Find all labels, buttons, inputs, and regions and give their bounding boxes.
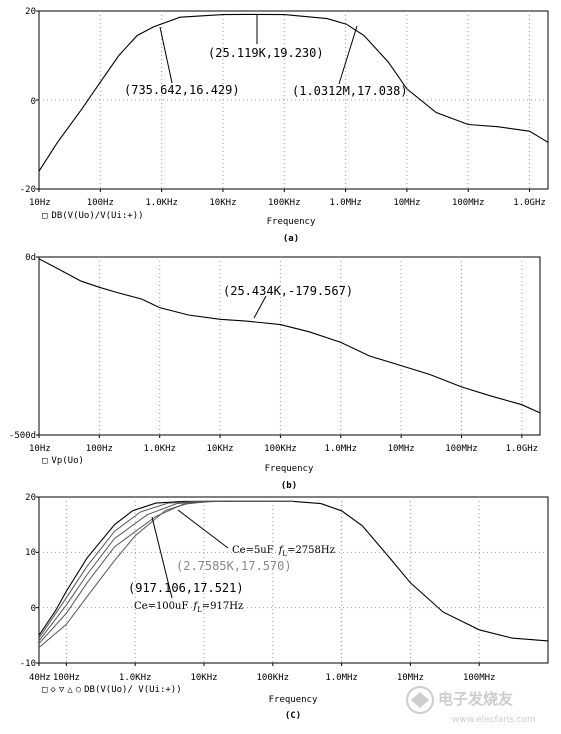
chart-a-xlabel: Frequency — [267, 217, 316, 227]
chart-b-leader — [254, 296, 266, 318]
chart-b-xtick-label: 1.0KHz — [143, 444, 176, 454]
chart-b-caption: (b) — [281, 481, 297, 491]
chart-c-legend-label: DB(V(Uo)/ V(Ui:+)) — [84, 685, 182, 695]
chart-c-series-1 — [39, 501, 548, 641]
chart-a-caption: (a) — [283, 234, 299, 244]
chart-c-leader-5uf — [178, 510, 228, 548]
chart-b-ytick-bottom: -500d — [9, 431, 36, 441]
chart-c-grid — [36, 497, 548, 666]
chart-a-ytick-mid: 0 — [31, 97, 36, 107]
chart-a-xtick-label: 10MHz — [393, 198, 420, 208]
chart-c-xtick-label: 1.0MHz — [325, 673, 358, 683]
chart-c-note-100uf: Ce=100uF fL=917Hz — [134, 601, 243, 614]
chart-a-xtick-label: 100KHz — [268, 198, 301, 208]
chart-b-xtick-label: 100MHz — [445, 444, 478, 454]
chart-a-ytick-top: 20 — [25, 7, 36, 17]
chart-c-legend-marker-triangle: △ — [67, 685, 73, 695]
chart-c-xtick-label: 10KHz — [190, 673, 217, 683]
chart-b-xtick-label: 10MHz — [388, 444, 415, 454]
chart-c-note-5uf-prefix: Ce=5uF — [232, 545, 274, 556]
chart-c-legend-marker-square: □ — [42, 685, 48, 695]
chart-c-note-100uf-value: =917Hz — [202, 601, 243, 612]
watermark-text: 电子发烧友 — [438, 690, 513, 708]
chart-c-frame — [39, 497, 548, 663]
chart-a-xtick-label: 1.0MHz — [329, 198, 362, 208]
chart-c-note-5uf-value: =2758Hz — [287, 545, 335, 556]
chart-b-xtick-label: 100KHz — [264, 444, 297, 454]
chart-a-grid — [36, 11, 548, 192]
chart-c: 20 10 0 -10 40Hz 100Hz 1.0KHz 10KHz 100KHz 1.… — [20, 493, 548, 721]
chart-a-legend-label: DB(V(Uo)/V(Ui:+)) — [51, 211, 143, 221]
chart-c-ytick-minus10: -10 — [20, 659, 36, 669]
chart-c-series-group — [39, 501, 548, 647]
chart-a-xtick-label: 1.0GHz — [513, 198, 546, 208]
chart-b-xlabel: Frequency — [265, 464, 314, 474]
chart-b: 0d -500d 10Hz 100Hz 1.0KHz 10KHz 100KHz 1.0MH… — [9, 253, 540, 491]
chart-c-legend: □ ◇ ▽ △ ○ DB(V(Uo)/ V(Ui:+)) — [42, 685, 182, 695]
chart-a-xticks: 10Hz 100Hz 1.0KHz 10KHz 100KHz 1.0MHz 10MHz 100… — [29, 198, 546, 208]
chart-c-xtick-label: 10MHz — [397, 673, 424, 683]
chart-a-legend-marker: □ — [42, 211, 48, 221]
chart-a-annotation-right: (1.0312M,17.038) — [292, 84, 408, 98]
chart-c-annotation-2758: (2.7585K,17.570) — [176, 559, 292, 573]
chart-a-annotation-left: (735.642,16.429) — [124, 83, 240, 97]
chart-b-ytick-top: 0d — [25, 253, 36, 263]
chart-b-xtick-label: 1.0MHz — [325, 444, 358, 454]
chart-b-legend-label: Vp(Uo) — [51, 456, 84, 466]
chart-a-xtick-label: 10KHz — [209, 198, 236, 208]
chart-c-caption: (C) — [285, 711, 301, 721]
chart-c-legend-marker-diamond: ◇ — [50, 685, 56, 695]
chart-c-xtick-label: 1.0KHz — [119, 673, 152, 683]
chart-c-xlabel: Frequency — [269, 695, 318, 705]
chart-b-legend: □ Vp(Uo) — [42, 456, 84, 466]
chart-a-xtick-label: 1.0KHz — [145, 198, 178, 208]
chart-a-legend: □ DB(V(Uo)/V(Ui:+)) — [42, 211, 144, 221]
chart-b-series-phase — [39, 259, 540, 413]
chart-a-ytick-bottom: -20 — [20, 185, 36, 195]
chart-a-xtick-label: 100MHz — [452, 198, 485, 208]
chart-c-ytick-0: 0 — [31, 604, 36, 614]
chart-c-xtick-label: 100KHz — [257, 673, 290, 683]
chart-c-note-5uf: Ce=5uF fL=2758Hz — [232, 545, 335, 558]
watermark: 电子发烧友 www.elecfans.com — [407, 687, 536, 725]
chart-c-legend-marker-circle: ○ — [76, 685, 82, 695]
watermark-logo-glyph-icon — [411, 692, 429, 708]
chart-c-legend-marker-down-triangle: ▽ — [59, 685, 65, 695]
chart-c-xticks: 40Hz 100Hz 1.0KHz 10KHz 100KHz 1.0MHz 10MHz 100… — [29, 673, 495, 683]
chart-c-annotation-917: (917.106,17.521) — [128, 581, 244, 595]
chart-b-legend-marker: □ — [42, 456, 48, 466]
chart-c-ytick-10: 10 — [25, 548, 36, 558]
chart-c-xtick-label: 100MHz — [463, 673, 496, 683]
chart-a: 20 0 -20 10Hz 100Hz 1.0KHz 10KHz 100KHz 1.0MH… — [20, 7, 548, 244]
chart-b-xticks: 10Hz 100Hz 1.0KHz 10KHz 100KHz 1.0MHz 10MHz 100… — [29, 444, 538, 454]
chart-a-xtick-label: 100Hz — [87, 198, 114, 208]
chart-b-xtick-label: 100Hz — [86, 444, 113, 454]
chart-a-annotation-center: (25.119K,19.230) — [208, 46, 324, 60]
watermark-url: www.elecfans.com — [452, 715, 536, 725]
chart-b-xtick-label: 10Hz — [29, 444, 51, 454]
chart-b-annotation: (25.434K,-179.567) — [223, 284, 353, 298]
chart-b-xtick-label: 10KHz — [207, 444, 234, 454]
chart-a-leader-right — [339, 26, 357, 84]
chart-c-xtick-label: 100Hz — [53, 673, 80, 683]
chart-a-xtick-label: 10Hz — [29, 198, 51, 208]
chart-c-xtick-label: 40Hz — [29, 673, 51, 683]
chart-c-note-100uf-prefix: Ce=100uF — [134, 601, 188, 612]
chart-b-xtick-label: 1.0GHz — [506, 444, 539, 454]
chart-c-ytick-20: 20 — [25, 493, 36, 503]
